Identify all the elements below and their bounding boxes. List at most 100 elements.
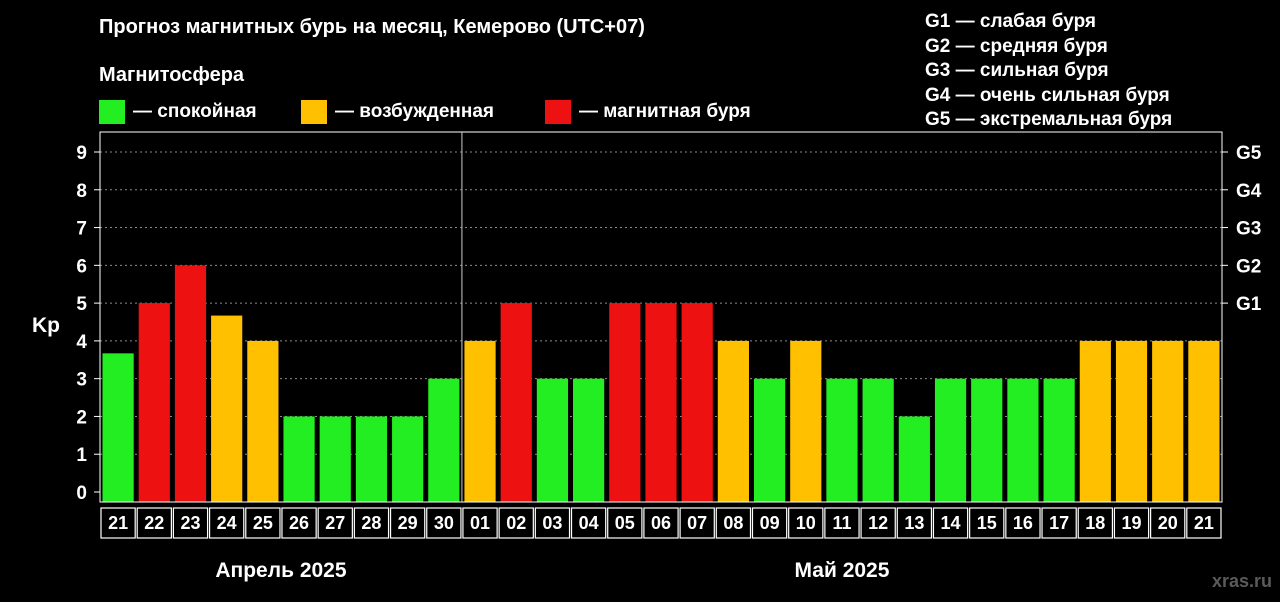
x-tick-label: 08 <box>723 513 743 533</box>
date-cell <box>824 507 860 539</box>
x-tick-label: 23 <box>180 513 200 533</box>
x-tick-label: 29 <box>398 513 418 533</box>
storm-scale-g3: G3 — сильная буря <box>925 60 1109 81</box>
x-tick-label: 10 <box>796 513 816 533</box>
x-tick-label: 15 <box>977 513 997 533</box>
x-tick-label: 19 <box>1122 513 1142 533</box>
storm-scale-g1: G1 — слабая буря <box>925 11 1097 32</box>
x-tick-label: 27 <box>325 513 345 533</box>
kp-bar <box>609 303 641 502</box>
date-cell <box>353 507 390 539</box>
legend-item-active: — возбужденная <box>301 100 494 124</box>
date-cell <box>100 507 136 539</box>
y-tick-label: 4 <box>76 332 87 353</box>
x-tick-label: 16 <box>1013 513 1033 533</box>
date-cell <box>136 507 172 539</box>
date-cell <box>896 507 933 539</box>
kp-bar <box>1079 340 1111 502</box>
right-tick-label: G1 <box>1236 294 1262 315</box>
date-cell <box>1005 507 1041 539</box>
kp-bar <box>717 340 749 502</box>
x-tick-label: 02 <box>506 513 526 533</box>
y-tick-label: 1 <box>76 445 87 466</box>
y-tick-label: 3 <box>76 370 87 391</box>
kp-bar <box>645 303 677 502</box>
kp-bar <box>174 265 207 502</box>
legend-heading: Магнитосфера <box>99 64 245 86</box>
legend-swatch-active <box>301 100 327 124</box>
legend-label-quiet: — спокойная <box>133 101 257 122</box>
x-tick-label: 05 <box>615 513 635 533</box>
legend-item-quiet: — спокойная <box>99 100 257 124</box>
date-cell <box>281 507 317 539</box>
x-tick-label: 06 <box>651 513 671 533</box>
kp-bar <box>536 378 569 502</box>
date-cell <box>932 507 969 539</box>
date-cell <box>534 507 571 539</box>
storm-scale-g2: G2 — средняя буря <box>925 35 1108 57</box>
x-tick-label: 01 <box>470 513 490 533</box>
right-tick-label: G4 <box>1236 181 1262 202</box>
y-tick-label: 6 <box>76 256 87 277</box>
date-cell <box>607 507 643 539</box>
date-cell <box>1041 507 1077 539</box>
x-tick-label: 04 <box>579 513 599 533</box>
y-tick-label: 2 <box>76 407 87 428</box>
x-tick-label: 26 <box>289 513 309 533</box>
x-tick-label: 21 <box>1194 513 1214 533</box>
x-tick-label: 17 <box>1049 513 1069 533</box>
kp-bar <box>790 340 822 502</box>
kp-bar <box>283 416 315 502</box>
kp-bar <box>464 340 496 502</box>
y-tick-label: 7 <box>76 219 87 240</box>
date-cell <box>643 507 679 539</box>
kp-bar <box>1115 340 1148 502</box>
x-tick-label: 11 <box>832 513 851 533</box>
right-tick-label: G2 <box>1236 256 1261 277</box>
kp-bar <box>971 378 1003 502</box>
x-tick-label: 22 <box>144 513 164 533</box>
date-cell <box>172 507 209 539</box>
y-axis-label: Kp <box>32 314 60 337</box>
date-cell <box>426 507 462 539</box>
x-tick-label: 24 <box>217 513 237 533</box>
kp-bar <box>211 315 243 502</box>
x-tick-label: 20 <box>1158 513 1178 533</box>
kp-bar <box>1188 340 1220 502</box>
kp-bar <box>138 303 170 502</box>
date-cell <box>570 507 607 539</box>
watermark: xras.ru <box>1211 571 1272 591</box>
kp-bar <box>826 378 858 502</box>
x-tick-label: 03 <box>542 513 562 533</box>
storm-scale-g4: G4 — очень сильная буря <box>925 84 1170 106</box>
y-tick-label: 0 <box>76 483 87 504</box>
kp-bar <box>681 303 713 502</box>
legend-label-storm: — магнитная буря <box>579 101 751 122</box>
kp-bar <box>1152 340 1184 502</box>
date-cell <box>245 507 281 539</box>
kp-bar <box>934 378 967 502</box>
plot-frame <box>99 131 1223 503</box>
date-cell <box>208 507 245 539</box>
kp-bar <box>500 303 532 502</box>
kp-bar <box>319 416 351 502</box>
x-tick-label: 07 <box>687 513 707 533</box>
x-tick-label: 28 <box>361 513 381 533</box>
x-tick-label: 25 <box>253 513 273 533</box>
y-tick-label: 8 <box>76 181 87 202</box>
month-label: Май 2025 <box>795 559 890 582</box>
storm-scale-legend: G1 — слабая буря G2 — средняя буря G3 — … <box>925 10 1172 133</box>
kp-bar <box>355 416 388 502</box>
date-cell <box>498 507 534 539</box>
kp-bar <box>898 416 930 502</box>
x-tick-label: 30 <box>434 513 454 533</box>
date-cell <box>462 507 498 539</box>
kp-bar <box>102 353 134 502</box>
kp-bar <box>1043 378 1075 502</box>
date-cell <box>969 507 1005 539</box>
kp-bar <box>1007 378 1039 502</box>
x-tick-label: 09 <box>760 513 780 533</box>
month-label: Апрель 2025 <box>215 559 346 582</box>
date-cell <box>1186 507 1222 539</box>
